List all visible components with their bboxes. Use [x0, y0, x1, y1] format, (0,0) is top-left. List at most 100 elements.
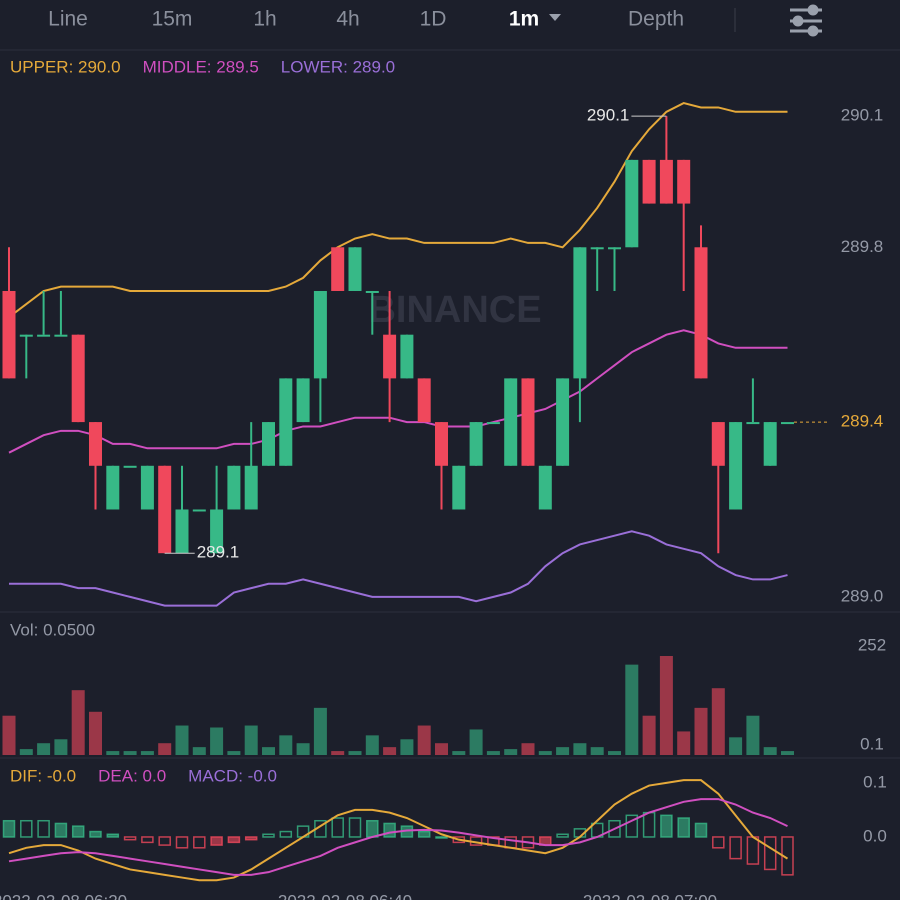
candle-body [642, 159, 656, 204]
candle-body [296, 378, 310, 423]
volume-bar [296, 743, 310, 755]
volume-bar [781, 751, 794, 755]
high-label: 290.1 [587, 106, 630, 125]
candle-body [365, 290, 379, 293]
volume-bar [556, 747, 570, 755]
candle-body [608, 247, 621, 250]
macd-bar [175, 836, 189, 849]
macd-bar [383, 822, 396, 838]
macd-bar [54, 822, 68, 838]
volume-bar [2, 715, 16, 755]
candle-body [140, 465, 154, 510]
candle-body [556, 378, 570, 466]
candle-body [694, 247, 708, 379]
volume-bar [37, 743, 51, 755]
candle-body [348, 247, 362, 291]
macd-bar [348, 817, 362, 838]
candle-body [625, 159, 639, 248]
candle-body [262, 422, 275, 466]
candle-body [504, 378, 518, 466]
candle-body [711, 422, 725, 466]
candle-body [89, 422, 102, 466]
macd-bar [2, 819, 16, 838]
tab[interactable]: Depth [628, 8, 684, 31]
volume-bar [746, 715, 760, 755]
tab[interactable]: 1h [253, 8, 276, 31]
candle-body [244, 465, 258, 510]
band-line [8, 329, 788, 454]
volume-bar [504, 749, 518, 755]
macd-line [8, 798, 788, 876]
volume-bar [262, 747, 275, 755]
candle-body [590, 247, 604, 250]
candle-body [192, 509, 206, 512]
candle-body [383, 334, 397, 379]
volume-bar [383, 747, 397, 755]
macd-bar [625, 814, 639, 838]
volume-bar [435, 743, 448, 755]
volume-bar [711, 688, 725, 755]
candle-body [54, 334, 68, 337]
last-price-label: 289.4 [841, 412, 884, 431]
macd-bar [227, 836, 241, 844]
candle-body [123, 465, 137, 468]
legend-entry: MIDDLE: 289.5 [143, 57, 259, 76]
macd-bar [210, 836, 223, 846]
x-tick-label: 2022-02-08 06:20 [0, 891, 127, 900]
volume-bar [452, 751, 466, 755]
macd-bar [106, 833, 120, 838]
macd-bar [89, 830, 102, 838]
candle-body [37, 334, 51, 337]
tab[interactable]: 1m [509, 8, 539, 31]
volume-bar [192, 747, 206, 755]
macd-bar [71, 825, 85, 838]
volume-bar [608, 751, 621, 755]
macd-bar [417, 830, 431, 838]
macd-bar [712, 836, 725, 849]
volume-bar [486, 751, 500, 755]
y-tick-label: 289.8 [841, 237, 884, 256]
volume-bar [521, 743, 535, 755]
volume-bar [158, 743, 172, 755]
macd-line [8, 779, 789, 882]
tab[interactable]: Line [48, 8, 88, 31]
volume-bar [625, 664, 639, 755]
settings-icon[interactable] [790, 4, 822, 37]
tab[interactable]: 4h [336, 8, 359, 31]
volume-bar [573, 743, 587, 755]
macd-bar [729, 836, 742, 860]
volume-bar [89, 711, 102, 755]
volume-bar [175, 725, 189, 755]
volume-title: Vol: 0.0500 [10, 620, 95, 639]
macd-bar [279, 830, 293, 838]
legend-entry: DIF: -0.0 [10, 766, 76, 785]
candle-body [469, 422, 483, 466]
candle-body [486, 422, 500, 425]
watermark: BINANCE [368, 289, 541, 331]
tab[interactable]: 15m [152, 8, 193, 31]
tab[interactable]: 1D [420, 8, 447, 31]
volume-bar [331, 751, 345, 755]
candle-body [521, 378, 535, 466]
candle-body [746, 422, 760, 425]
volume-bar [469, 729, 483, 755]
macd-bar [20, 819, 33, 838]
candle-body [331, 247, 345, 291]
candle-body [729, 422, 743, 510]
low-label: 289.1 [197, 543, 240, 562]
macd-bar [37, 819, 50, 838]
macd-bar [677, 817, 690, 838]
tab-caret [549, 14, 561, 21]
volume-bar [400, 739, 414, 755]
volume-bar [590, 747, 604, 755]
y-tick-label: 0.1 [863, 772, 887, 791]
legend-entry: DEA: 0.0 [98, 766, 166, 785]
y-tick-label: 290.1 [841, 106, 884, 125]
macd-bar [694, 822, 708, 838]
candle-body [210, 509, 224, 554]
volume-bar [19, 749, 33, 755]
volume-bar [677, 731, 691, 755]
volume-bar [106, 751, 120, 755]
y-tick-label: 0.1 [860, 734, 884, 753]
candle-body [313, 290, 327, 379]
